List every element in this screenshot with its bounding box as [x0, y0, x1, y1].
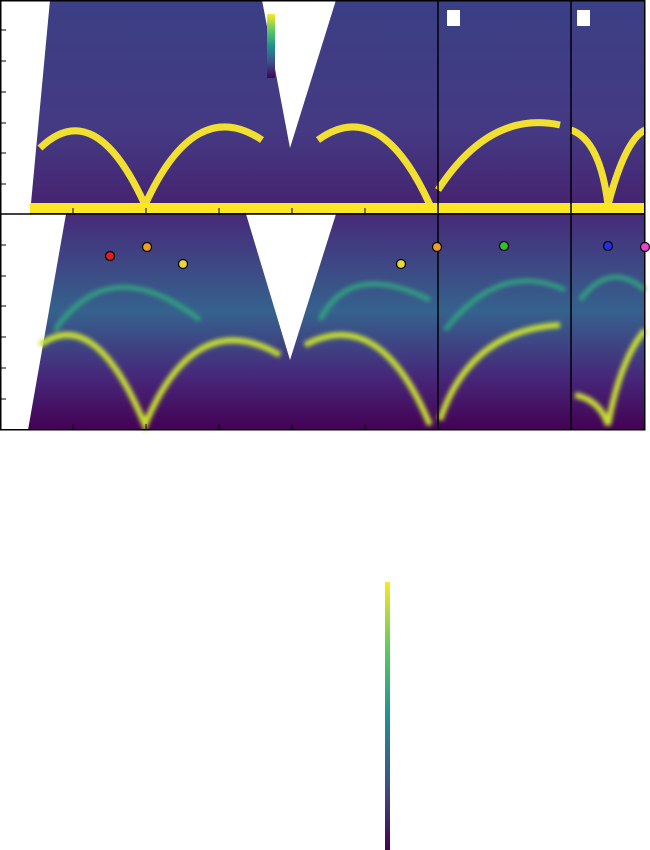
label-box	[577, 10, 590, 26]
bottom-panel	[0, 214, 648, 433]
bands	[38, 274, 648, 433]
ticks	[0, 29, 366, 430]
mask	[262, 0, 336, 148]
mask	[0, 214, 66, 430]
marker	[104, 250, 116, 262]
marker	[602, 240, 614, 252]
marker	[639, 241, 650, 253]
frames	[0, 0, 646, 431]
marker	[141, 241, 153, 253]
marker	[177, 258, 189, 270]
colorbar	[267, 14, 275, 78]
marker	[395, 258, 407, 270]
mask	[0, 0, 50, 214]
marker	[498, 240, 510, 252]
label-box	[447, 10, 460, 26]
mask	[246, 214, 336, 360]
band	[30, 203, 645, 213]
marker	[431, 241, 443, 253]
top-panel	[0, 0, 647, 214]
markers	[104, 240, 650, 270]
colorbar	[385, 582, 390, 850]
